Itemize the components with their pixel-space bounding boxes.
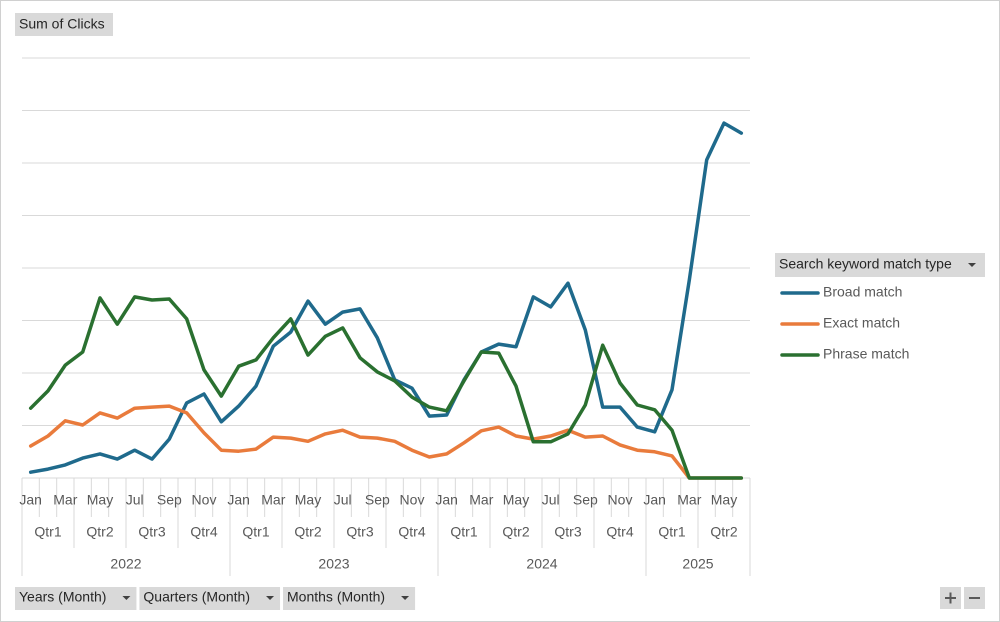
x-tick-label: Jul [334,492,352,508]
axis-field-bg [283,587,416,610]
quarter-label: Qtr1 [658,524,685,540]
x-tick-label: Mar [469,492,493,508]
legend-label: Broad match [823,284,902,300]
field-button-bg [15,13,113,36]
x-tick-label: May [87,492,113,508]
year-label: 2022 [110,556,141,572]
axis-field-label: Quarters (Month) [143,589,250,605]
quarter-label: Qtr2 [294,524,321,540]
dropdown-arrow [968,263,976,267]
dropdown-arrow [122,596,131,600]
zoom-buttons [940,587,985,609]
x-tick-label: Jul [126,492,144,508]
series-line [28,295,744,480]
quarter-label: Qtr4 [190,524,217,540]
x-tick-label: Nov [608,492,633,508]
quarter-label: Qtr4 [398,524,425,540]
x-tick-label: Mar [677,492,701,508]
x-tick-label: May [295,492,321,508]
axis-field-label: Years (Month) [19,589,106,605]
x-tick-label: May [711,492,737,508]
year-label: 2024 [526,556,557,572]
series-line [28,404,744,480]
axis-field-button[interactable]: Quarters (Month) [139,587,281,610]
axis-field-button[interactable]: Years (Month) [15,587,137,610]
x-tick-label: Mar [261,492,285,508]
x-tick-label: Sep [365,492,390,508]
axis-field-bg [139,587,281,610]
year-label: 2025 [682,556,713,572]
x-tick-label: Nov [192,492,217,508]
x-tick-label: Nov [400,492,425,508]
axis-field-label: Months (Month) [287,589,385,605]
axis-field-bg [15,587,137,610]
x-tick-label: May [503,492,529,508]
quarter-label: Qtr3 [554,524,581,540]
quarter-label: Qtr3 [138,524,165,540]
quarter-label: Qtr2 [502,524,529,540]
x-tick-label: Jan [19,492,42,508]
x-tick-label: Jul [542,492,560,508]
axis-field-button[interactable]: Months (Month) [283,587,416,610]
legend-label: Phrase match [823,346,909,362]
x-tick-label: Jan [435,492,458,508]
field-button-label: Sum of Clicks [19,16,105,32]
quarter-label: Qtr4 [606,524,633,540]
x-tick-label: Sep [573,492,598,508]
series-line [28,121,744,474]
year-label: 2023 [318,556,349,572]
field-button[interactable]: Sum of Clicks [15,13,113,36]
legend-filter-button[interactable]: Search keyword match type [775,253,985,277]
legend-label: Exact match [823,315,900,331]
x-tick-label: Sep [157,492,182,508]
quarter-label: Qtr1 [242,524,269,540]
quarter-label: Qtr2 [710,524,737,540]
x-tick-label: Jan [643,492,666,508]
x-tick-label: Mar [53,492,77,508]
plus-icon [945,592,956,604]
legend-title: Search keyword match type [779,256,952,272]
legend-title-bg [775,253,985,277]
quarter-label: Qtr3 [346,524,373,540]
quarter-label: Qtr2 [86,524,113,540]
x-tick-label: Jan [227,492,250,508]
dropdown-arrow [266,596,275,600]
quarter-label: Qtr1 [450,524,477,540]
dropdown-arrow [401,596,410,600]
quarter-label: Qtr1 [34,524,61,540]
